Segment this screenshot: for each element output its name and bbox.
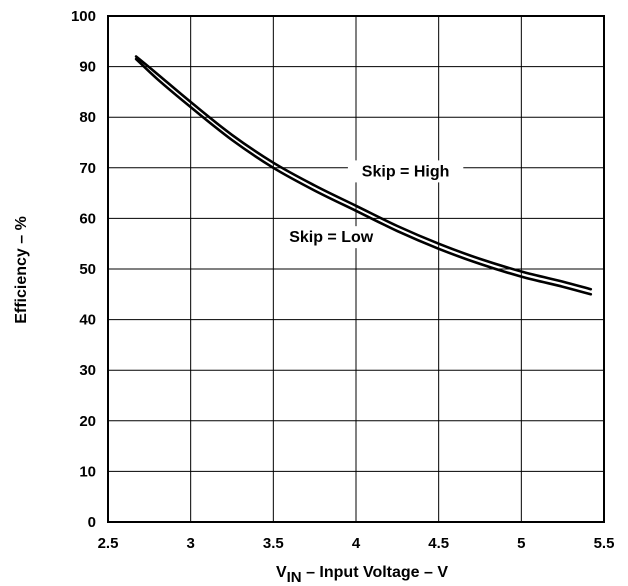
series-line-skip-high xyxy=(134,55,593,291)
series-lines xyxy=(134,55,593,296)
x-tick-label: 5 xyxy=(517,535,525,552)
y-tick-label: 90 xyxy=(79,59,96,76)
annotation-label: Skip = High xyxy=(362,163,450,180)
annotation-background xyxy=(278,226,385,249)
x-tick-label: 3 xyxy=(186,535,194,552)
annotation-label: Skip = Low xyxy=(289,229,374,246)
y-tick-label: 80 xyxy=(79,109,96,126)
y-tick-label: 60 xyxy=(79,210,96,227)
y-tick-label: 70 xyxy=(79,160,96,177)
x-axis-label: VIN – Input Voltage – V xyxy=(276,564,448,586)
y-tick-label: 50 xyxy=(79,261,96,278)
y-tick-label: 20 xyxy=(79,413,96,430)
x-tick-label: 5.5 xyxy=(594,535,615,552)
annotations: Skip = High Skip = Low xyxy=(278,160,464,249)
annotation-background xyxy=(347,160,464,183)
x-axis-label-subscript: IN xyxy=(287,569,302,586)
y-tick-label: 0 xyxy=(88,514,96,531)
x-tick-label: 4 xyxy=(352,535,361,552)
y-tick-labels: 0 10 20 30 40 50 60 70 80 90 100 xyxy=(71,8,96,531)
y-tick-label: 40 xyxy=(79,312,96,329)
series-line-skip-low xyxy=(134,57,593,296)
grid-lines xyxy=(108,16,604,522)
x-tick-label: 4.5 xyxy=(428,535,449,552)
plot-frame xyxy=(107,15,605,523)
y-tick-label: 30 xyxy=(79,362,96,379)
y-tick-label: 10 xyxy=(79,463,96,480)
x-axis-label-prefix: V xyxy=(276,564,287,581)
y-axis-label: Efficiency – % xyxy=(13,216,30,324)
x-axis-label-rest: – Input Voltage – V xyxy=(302,564,449,581)
y-tick-label: 100 xyxy=(71,8,96,25)
x-tick-label: 3.5 xyxy=(263,535,284,552)
x-tick-label: 2.5 xyxy=(98,535,119,552)
x-tick-labels: 2.5 3 3.5 4 4.5 5 5.5 xyxy=(98,535,615,552)
